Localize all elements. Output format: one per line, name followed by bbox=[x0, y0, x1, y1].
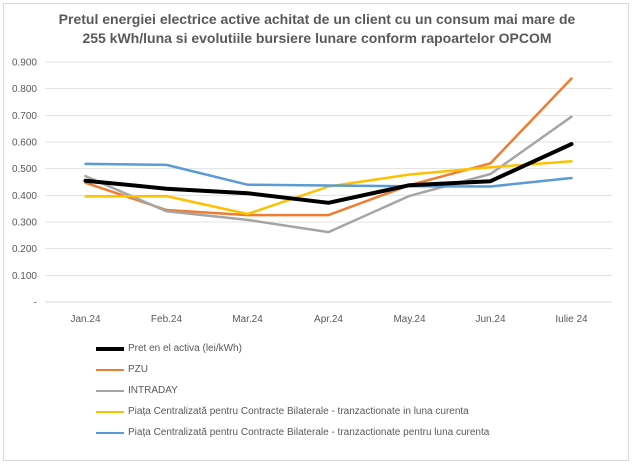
legend-swatch bbox=[96, 389, 124, 392]
legend-swatch bbox=[96, 431, 124, 434]
legend-label: INTRADAY bbox=[128, 385, 178, 396]
legend-item: Piața Centralizată pentru Contracte Bila… bbox=[96, 422, 489, 443]
legend-item: INTRADAY bbox=[96, 380, 489, 401]
y-tick-label: 0.600 bbox=[12, 138, 37, 149]
chart-legend: Pret en el activa (lei/kWh) PZU INTRADAY Pi… bbox=[96, 338, 489, 443]
x-tick-label: May.24 bbox=[393, 314, 425, 325]
legend-label: PZU bbox=[128, 364, 148, 375]
y-tick-label: 0.300 bbox=[12, 218, 37, 229]
y-tick-label: 0.800 bbox=[12, 84, 37, 95]
legend-item: PZU bbox=[96, 359, 489, 380]
x-tick-label: Jan.24 bbox=[70, 314, 100, 325]
chart-title-line-2: 255 kWh/luna si evolutiile bursiere luna… bbox=[82, 30, 552, 46]
x-tick-label: Mar.24 bbox=[232, 314, 263, 325]
legend-swatch bbox=[96, 368, 124, 371]
legend-label: Piața Centralizată pentru Contracte Bila… bbox=[128, 406, 469, 417]
series-line-1 bbox=[84, 77, 573, 217]
legend-swatch bbox=[96, 346, 124, 351]
y-tick-label: 0.500 bbox=[12, 164, 37, 175]
legend-label: Pret en el activa (lei/kWh) bbox=[128, 343, 242, 354]
chart-title-line-1: Pretul energiei electrice active achitat… bbox=[58, 11, 576, 27]
y-tick-label: 0.100 bbox=[12, 271, 37, 282]
chart-frame bbox=[3, 3, 629, 461]
x-tick-label: Feb.24 bbox=[151, 314, 183, 325]
series-line-0 bbox=[83, 142, 574, 205]
x-tick-label: Apr.24 bbox=[314, 314, 343, 325]
series-line-4 bbox=[84, 162, 573, 188]
legend-item: Pret en el activa (lei/kWh) bbox=[96, 338, 489, 359]
y-tick-label: 0.200 bbox=[12, 244, 37, 255]
y-tick-label: - bbox=[34, 298, 37, 309]
y-tick-label: 0.400 bbox=[12, 191, 37, 202]
legend-label: Piața Centralizată pentru Contracte Bila… bbox=[128, 427, 490, 438]
legend-item: Piața Centralizată pentru Contracte Bila… bbox=[96, 401, 489, 422]
chart-title: Pretul energiei electrice active achitat… bbox=[0, 10, 634, 48]
x-tick-label: Jun.24 bbox=[475, 314, 505, 325]
legend-swatch bbox=[96, 410, 124, 413]
y-tick-label: 0.700 bbox=[12, 111, 37, 122]
x-tick-label: Iulie 24 bbox=[555, 314, 588, 325]
y-tick-label: 0.900 bbox=[12, 58, 37, 69]
